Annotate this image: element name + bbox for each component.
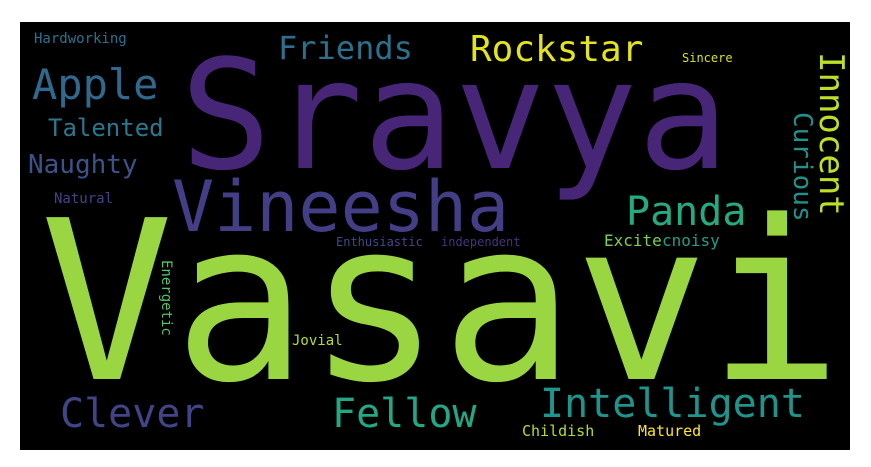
word-excited: Excite — [604, 231, 662, 250]
word-apple: Apple — [32, 60, 159, 109]
word-panda: Panda — [626, 189, 747, 235]
word-clever: Clever — [60, 391, 205, 437]
word-fellow: Fellow — [332, 391, 477, 437]
word-talented: Talented — [48, 114, 164, 142]
word-vineesha: Vineesha — [172, 166, 510, 248]
word-matured: Matured — [638, 422, 702, 440]
word-friends: Friends — [278, 29, 413, 67]
word-hardworking: Hardworking — [34, 31, 127, 47]
word-childish: Childish — [522, 422, 595, 440]
word-vasavi: Vasavi — [40, 174, 842, 432]
word-sincere: Sincere — [682, 51, 733, 65]
word-sravya: Sravya — [180, 27, 730, 204]
word-cloud: Vasavi Sravya Vineesha Rockstar Friends … — [20, 22, 850, 450]
word-naughty: Naughty — [28, 150, 138, 180]
word-enthusiastic: Enthusiastic — [336, 235, 423, 249]
word-natural: Natural — [54, 191, 114, 207]
word-jovial: Jovial — [292, 333, 343, 349]
word-noisy: cnoisy — [662, 231, 720, 250]
word-energetic: Energetic — [158, 260, 174, 336]
word-innocent: Innocent — [811, 52, 850, 216]
word-intelligent: Intelligent — [540, 381, 805, 427]
word-independent: independent — [441, 235, 521, 249]
word-rockstar: Rockstar — [470, 29, 644, 70]
